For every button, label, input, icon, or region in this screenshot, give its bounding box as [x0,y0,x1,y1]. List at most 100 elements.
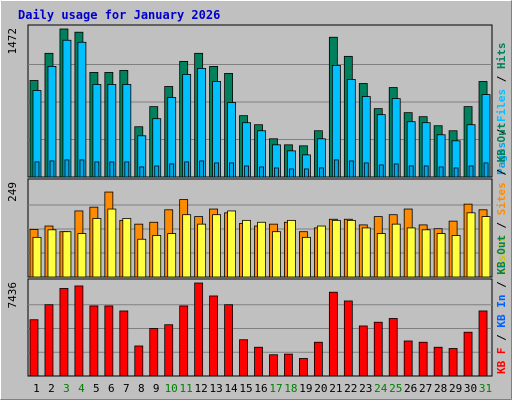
bar-pages-day-4 [79,159,85,178]
side-legend-part: Hits [495,43,508,70]
bar-kb-f-day-18 [284,353,293,377]
bar-kb-f-day-20 [313,341,323,377]
bar-visits-day-20 [316,225,326,278]
day-label-13: 13 [209,382,222,395]
bar-kb-f-day-7 [119,310,129,377]
bar-visits-day-12 [197,223,207,278]
day-label-26: 26 [404,382,417,395]
bar-pages-day-23 [363,162,369,178]
bar-pages-day-24 [378,164,384,178]
bar-pages-day-16 [259,166,264,178]
bar-pages-day-6 [109,161,115,178]
bar-kb-f-day-11 [179,305,189,377]
bar-pages-day-5 [94,161,100,178]
day-label-14: 14 [224,382,238,395]
bar-files-day-3 [62,39,72,178]
bar-visits-day-2 [47,229,57,278]
bar-pages-day-22 [348,160,354,178]
day-label-10: 10 [165,382,178,395]
bar-pages-day-18 [289,168,294,178]
bar-visits-day-23 [361,227,371,278]
day-label-15: 15 [239,382,252,395]
day-label-20: 20 [314,382,327,395]
day-label-4: 4 [78,382,85,395]
bar-kb-f-day-30 [463,331,473,377]
bar-kb-f-day-26 [403,340,413,377]
day-label-1: 1 [33,382,40,395]
bar-kb-f-day-5 [89,305,99,377]
bar-visits-day-5 [92,218,102,278]
bar-kb-f-day-8 [134,345,144,377]
side-legend-top: Pages / Files / Hits [495,43,508,176]
bar-pages-day-15 [244,165,249,178]
bar-pages-day-27 [423,165,429,178]
side-legend-part: KB Out [495,235,508,275]
bar-visits-day-11 [182,214,192,278]
day-label-25: 25 [389,382,402,395]
side-legend-part: / [495,69,508,89]
bar-kb-f-day-12 [194,282,204,377]
bar-visits-day-1 [32,236,42,278]
day-label-23: 23 [359,382,372,395]
bar-visits-day-4 [77,233,87,278]
bar-pages-day-28 [438,166,444,178]
day-label-27: 27 [419,382,432,395]
bar-pages-day-29 [453,167,459,178]
bar-visits-day-16 [257,221,266,278]
bar-pages-day-3 [64,159,70,178]
bar-pages-day-26 [408,165,414,178]
bar-visits-day-28 [436,233,446,278]
bar-kb-f-day-17 [269,354,278,377]
bar-visits-day-29 [451,235,461,278]
bar-kb-f-day-6 [104,305,114,377]
bar-kb-f-day-29 [448,348,458,377]
bar-kb-f-day-19 [299,358,308,377]
bar-kb-f-day-14 [224,304,233,377]
bar-visits-day-25 [391,223,401,278]
bar-pages-day-1 [34,161,40,178]
day-label-11: 11 [180,382,193,395]
day-label-16: 16 [254,382,267,395]
ymax-label-middle: 249 [6,182,19,202]
bar-pages-day-7 [124,161,130,178]
day-label-7: 7 [123,382,130,395]
bar-visits-day-17 [272,231,281,278]
day-label-28: 28 [434,382,447,395]
day-label-29: 29 [449,382,462,395]
bar-pages-day-21 [333,159,339,178]
bar-kb-f-day-10 [164,324,174,377]
day-label-18: 18 [284,382,297,395]
side-legend-part: / [495,122,508,142]
panel-middle: 249 Visits / Sites / KB Out [6,123,508,278]
bar-visits-day-27 [421,229,431,278]
bar-visits-day-7 [122,218,132,278]
day-label-9: 9 [153,382,160,395]
bar-kb-f-day-13 [209,295,219,377]
bar-pages-day-9 [154,165,160,178]
bar-kb-f-day-23 [358,325,368,377]
bar-pages-day-8 [139,166,145,178]
side-legend-part: Sites [495,182,508,215]
bar-pages-day-12 [199,160,205,178]
panel-top: 1472 Pages / Files / Hits [6,24,508,178]
bar-kb-f-day-31 [478,310,488,377]
bar-pages-day-20 [318,167,324,178]
bar-kb-f-day-24 [373,321,383,377]
panel-bottom: 7436 KB F / KB In / KB Out [6,235,508,377]
side-legend-bottom: KB F / KB In / KB Out [495,235,508,374]
bar-pages-day-10 [169,163,175,178]
side-legend-part: / [495,162,508,182]
bar-pages-day-25 [393,163,399,178]
bar-kb-f-day-25 [388,318,398,377]
bar-visits-day-18 [287,219,296,278]
bar-visits-day-10 [167,233,177,278]
bar-pages-day-11 [184,161,190,178]
bar-visits-day-13 [212,214,222,278]
bar-pages-day-19 [304,168,309,178]
side-legend-part: Visits [495,235,508,275]
bar-visits-day-30 [466,212,476,278]
bar-kb-f-day-4 [74,285,84,377]
bar-visits-day-21 [331,219,341,278]
bar-kb-f-day-22 [343,300,353,377]
